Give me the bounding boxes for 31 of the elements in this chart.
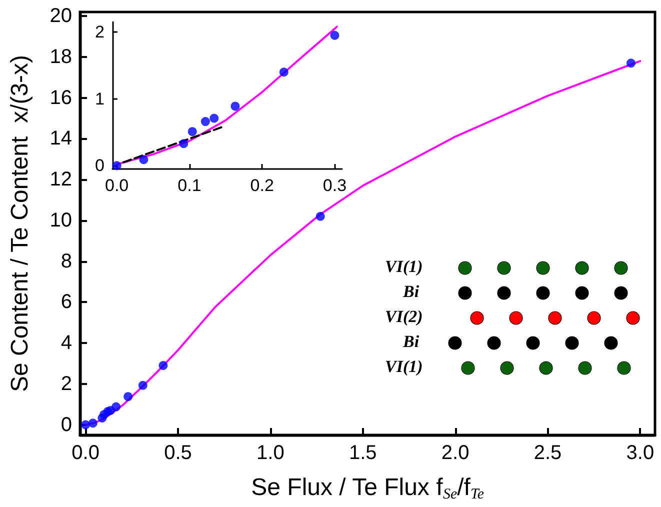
y-tick-label: 0 [60, 414, 72, 436]
annotation: VI(2) [385, 307, 423, 327]
y-tick-label: 6 [60, 291, 72, 314]
x-tick-label: 0.1 [178, 176, 202, 195]
x-tick-label: 0.3 [322, 176, 347, 195]
annotation: VI(1) [385, 357, 423, 377]
y-tick-label: 14 [50, 128, 72, 150]
y-tick-label: 0 [94, 156, 104, 176]
y-axis-title: Se Content / Te Content x/(3-x) [6, 54, 34, 392]
y-tick-label: 2 [60, 372, 72, 395]
y-tick-label: 4 [60, 332, 72, 354]
x-tick-label: 0.0 [72, 442, 100, 464]
y-tick-label: 10 [50, 209, 72, 232]
x-tick-label: 3.0 [626, 442, 654, 464]
y-tick-label: 18 [50, 46, 72, 68]
y-tick-label: 8 [60, 250, 72, 272]
x-tick-label: 0.2 [250, 176, 274, 195]
x-tick-label: 1.0 [256, 442, 284, 464]
x-tick-label: 0.5 [164, 442, 192, 464]
y-tick-label: 20 [50, 5, 72, 28]
x-tick-label: 2.0 [441, 442, 470, 464]
y-tick-label: 2 [94, 22, 104, 42]
x-tick-label: 2.5 [534, 442, 562, 464]
y-tick-label: 16 [50, 86, 72, 109]
y-tick-label: 1 [94, 89, 104, 108]
y-tick-label: 12 [50, 168, 72, 191]
annotation: VI(1) [385, 257, 423, 277]
annotation: Bi [403, 332, 420, 352]
x-tick-label: 0.0 [104, 176, 129, 195]
x-tick-label: 1.5 [348, 442, 377, 464]
annotation: Bi [403, 282, 420, 302]
